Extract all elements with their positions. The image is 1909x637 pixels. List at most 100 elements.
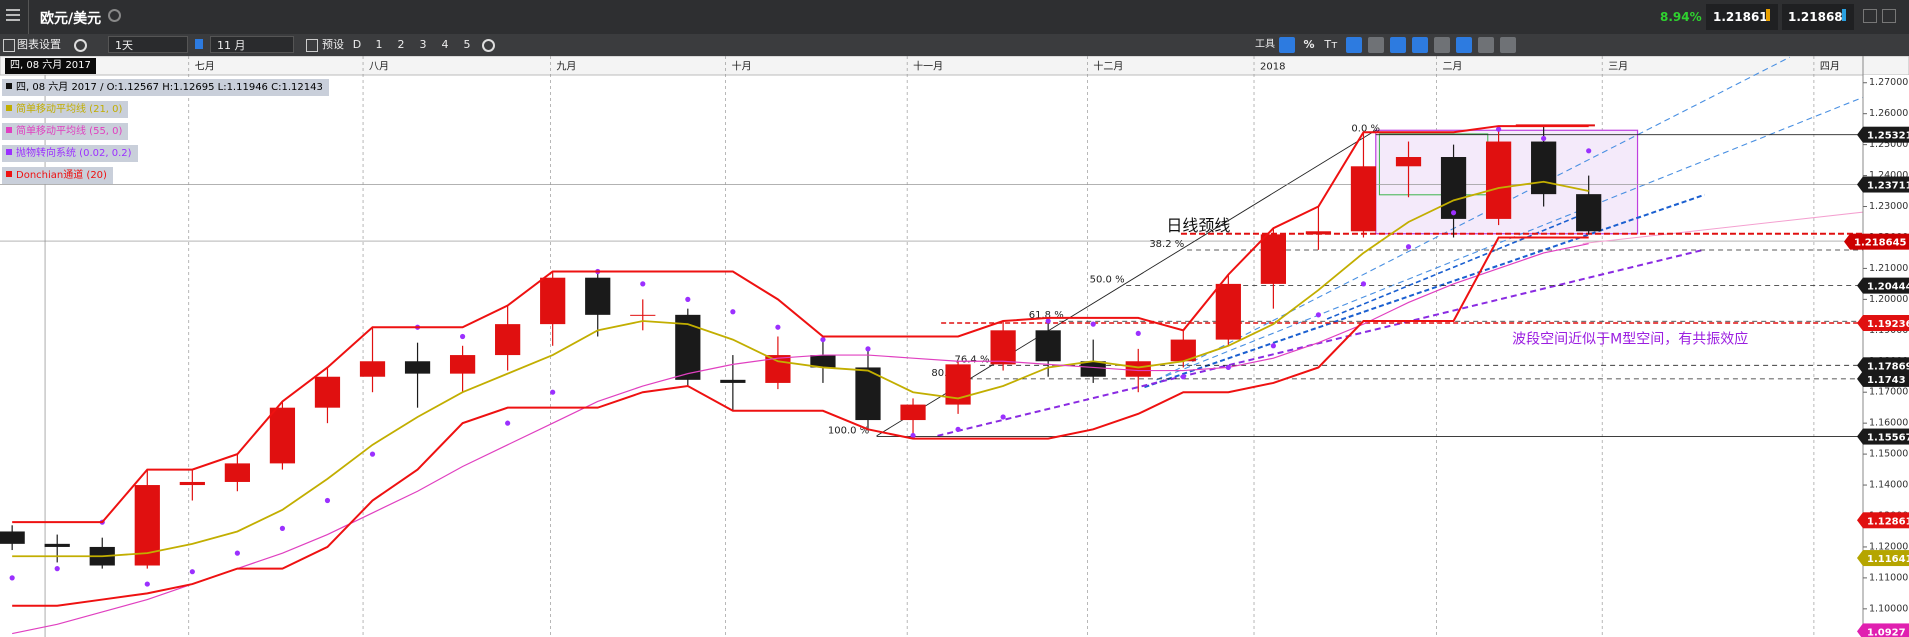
text-tool[interactable]: Tт xyxy=(1324,38,1338,51)
candle-body xyxy=(1170,339,1196,362)
fib-label: 38.2 % xyxy=(1149,239,1184,250)
price-tag-label: 1.15567 xyxy=(1867,433,1909,444)
settings-label[interactable]: 图表设置 xyxy=(17,38,61,51)
tool-icon[interactable] xyxy=(1456,37,1472,53)
psar-dot xyxy=(865,346,871,352)
psar-dot xyxy=(955,426,961,432)
price-tag xyxy=(1863,550,1909,567)
percent-tool[interactable]: % xyxy=(1303,38,1315,51)
bid-price[interactable]: 1.21861 xyxy=(1713,10,1768,24)
calendar-icon[interactable] xyxy=(306,39,318,52)
x-tick-label: 十二月 xyxy=(1093,60,1123,73)
menu-icon[interactable] xyxy=(6,9,20,11)
ask-arrow xyxy=(1842,9,1846,21)
candle-body xyxy=(449,355,476,374)
psar-dot xyxy=(1045,318,1051,324)
ask-price[interactable]: 1.21868 xyxy=(1788,10,1843,24)
search-icon[interactable] xyxy=(108,9,121,22)
psar-dot xyxy=(324,497,331,504)
fib-label: 76.4 % xyxy=(955,354,990,365)
candle-body xyxy=(900,404,926,421)
psar-dot xyxy=(820,336,826,343)
candle-body xyxy=(1531,141,1557,195)
y-tick-label: 1.21000 xyxy=(1869,263,1908,274)
psar-dot xyxy=(640,281,646,287)
psar-dot xyxy=(1541,135,1547,142)
candle-body xyxy=(810,355,836,368)
psar-dot xyxy=(550,389,556,395)
psar-dot xyxy=(144,581,150,587)
price-tag-arrow xyxy=(1844,233,1850,250)
psar-dot xyxy=(1090,321,1096,327)
psar-dot xyxy=(1405,244,1412,250)
tool-icon[interactable] xyxy=(1478,37,1494,53)
candle-body xyxy=(630,314,656,316)
y-tick-label: 1.16000 xyxy=(1869,418,1908,429)
price-tag-arrow xyxy=(1857,623,1863,637)
price-tag-arrow xyxy=(1857,315,1863,332)
price-tag-arrow xyxy=(1857,550,1863,567)
legend-row[interactable]: Donchian通道 (20) xyxy=(2,167,113,184)
preset-button[interactable]: 4 xyxy=(441,38,449,51)
range-dropdown[interactable]: 11 月 xyxy=(210,36,294,53)
candle-body xyxy=(720,379,746,383)
preset-button[interactable]: 2 xyxy=(397,38,405,51)
window-button[interactable] xyxy=(1882,9,1896,23)
preset-button[interactable]: 1 xyxy=(375,38,383,51)
candle-body xyxy=(990,330,1016,365)
price-tag-label: 1.20444 xyxy=(1867,282,1909,293)
price-tag-label: 1.19236 xyxy=(1867,319,1909,330)
candle-body xyxy=(495,324,521,356)
donchian-upper xyxy=(12,125,1589,524)
tool-icon[interactable] xyxy=(1368,37,1384,53)
tool-icon[interactable] xyxy=(1412,37,1428,53)
psar-dot xyxy=(54,566,60,572)
y-tick-label: 1.27000 xyxy=(1869,77,1908,88)
price-tag-label: 1.17869 xyxy=(1867,361,1909,372)
legend-swatch xyxy=(6,127,12,133)
x-tick-label: 九月 xyxy=(556,61,576,73)
top-bar: 欧元/美元 8.94% 1.21861 1.21868 xyxy=(0,0,1909,34)
annotation: 波段空间近似于M型空间，有共振效应 xyxy=(1512,331,1748,348)
psar-dot xyxy=(775,324,781,330)
trend-line xyxy=(1326,208,1596,320)
candle-body xyxy=(269,407,296,464)
price-tag-arrow xyxy=(1857,428,1863,445)
tool-icon[interactable] xyxy=(1279,37,1295,53)
psar-dot xyxy=(369,451,376,457)
price-tag-label: 1.25321 xyxy=(1867,131,1909,142)
candle-body xyxy=(314,376,341,408)
preset-button[interactable]: D xyxy=(352,38,362,51)
y-tick-label: 1.11000 xyxy=(1869,572,1908,583)
fib-label: 61.8 % xyxy=(1029,310,1064,321)
tool-icon[interactable] xyxy=(1390,37,1406,53)
presets-label[interactable]: 预设 xyxy=(322,38,344,51)
window-button[interactable] xyxy=(1863,9,1877,23)
gear-icon[interactable] xyxy=(482,39,495,52)
price-tag xyxy=(1863,176,1909,193)
psar-dot xyxy=(9,575,15,581)
fib-label: 0.0 % xyxy=(1351,124,1380,135)
neckline-label: 日线颈线 xyxy=(1166,216,1230,235)
tool-icon[interactable] xyxy=(1500,37,1516,53)
tool-icon[interactable] xyxy=(1434,37,1450,53)
legend-row[interactable]: 简单移动平均线 (55, 0) xyxy=(2,123,129,140)
symbol[interactable]: 欧元/美元 xyxy=(40,11,102,27)
gear-icon[interactable] xyxy=(74,39,87,52)
preset-button[interactable]: 5 xyxy=(463,38,471,51)
legend-swatch xyxy=(6,83,12,89)
psar-dot xyxy=(1180,374,1186,380)
legend-row[interactable]: 抛物转向系统 (0.02, 0.2) xyxy=(2,145,138,162)
lock-icon[interactable] xyxy=(195,39,203,49)
psar-dot xyxy=(910,432,916,439)
preset-button[interactable]: 3 xyxy=(419,38,427,51)
price-tag xyxy=(1863,315,1909,332)
legend-row[interactable]: 简单移动平均线 (21, 0) xyxy=(2,101,129,118)
price-tag-label: 1.12861 xyxy=(1867,516,1909,527)
interval-dropdown[interactable]: 1天 xyxy=(108,36,188,53)
moving-average xyxy=(12,243,1589,635)
tool-icon[interactable] xyxy=(1346,37,1362,53)
psar-dot xyxy=(459,333,466,340)
x-tick-label: 八月 xyxy=(369,61,389,73)
legend-swatch xyxy=(6,105,12,111)
